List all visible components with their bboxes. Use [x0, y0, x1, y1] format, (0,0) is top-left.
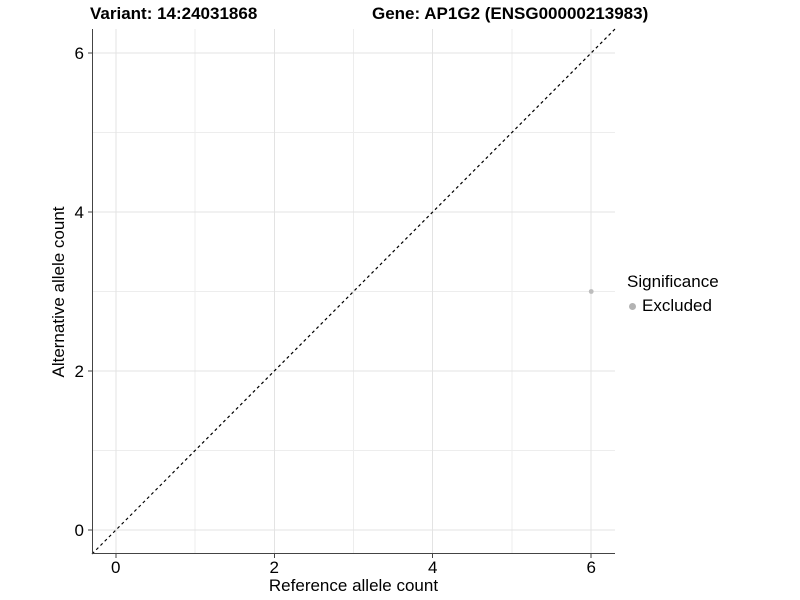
legend-point-icon [629, 302, 636, 310]
x-tick-label: 2 [270, 558, 279, 577]
x-axis-title: Reference allele count [268, 576, 439, 595]
legend-item-label: Excluded [642, 296, 712, 315]
legend-title: Significance [627, 272, 719, 291]
y-tick-label: 2 [75, 362, 84, 381]
legend: Significance Excluded [627, 271, 719, 317]
data-point [588, 289, 594, 294]
x-tick-label: 0 [111, 558, 120, 577]
plot-panel: 0 2 4 6 0 2 4 6 [75, 28, 616, 577]
plot-title-variant: Variant: 14:24031868 [90, 4, 258, 23]
x-tick-label: 4 [428, 558, 437, 577]
x-tick-label: 6 [586, 558, 595, 577]
y-tick-label: 0 [75, 521, 84, 540]
y-tick-label: 6 [75, 44, 84, 63]
y-axis-title: Alternative allele count [49, 206, 68, 378]
plot-canvas: 0 2 4 6 0 2 4 6 [75, 28, 616, 577]
plot-title-gene: Gene: AP1G2 (ENSG00000213983) [372, 4, 649, 23]
legend-item-excluded: Excluded [627, 295, 719, 317]
y-tick-label: 4 [75, 203, 84, 222]
